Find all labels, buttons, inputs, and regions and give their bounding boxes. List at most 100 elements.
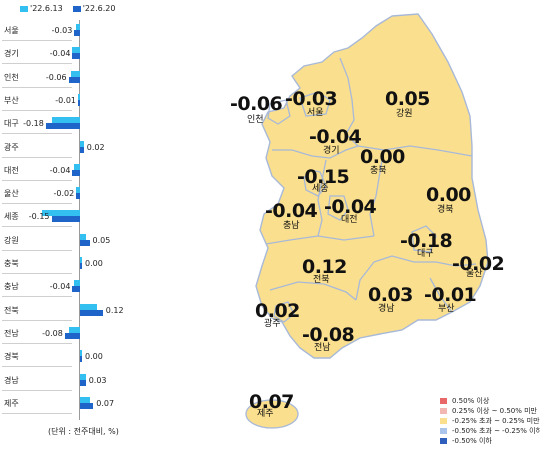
bar-region-label: 경북 — [4, 352, 19, 362]
map-legend-swatch — [440, 438, 447, 444]
bar-series1 — [72, 47, 80, 54]
bar-value-label: -0.01 — [55, 95, 76, 105]
bar-series1 — [80, 373, 86, 380]
border-gwangju — [273, 301, 295, 323]
map-region-name: 서울 — [307, 108, 324, 118]
map-region-value: -0.06 — [230, 93, 283, 115]
border-chungbuk-chungnam — [317, 159, 327, 237]
bar-value-label: -0.08 — [42, 328, 63, 338]
bar-series2 — [64, 332, 80, 339]
map-region-name: 세종 — [312, 184, 329, 194]
legend-swatch-series1 — [20, 5, 28, 12]
mainland — [255, 13, 489, 359]
map-region-name: 경기 — [323, 146, 340, 156]
map-legend-label: 0.25% 이상 ~ 0.50% 미만 — [452, 407, 538, 415]
bar-region-label: 대전 — [4, 165, 19, 175]
bar-region-label: 전남 — [4, 328, 19, 338]
bar-region-label: 부산 — [4, 95, 19, 105]
bar-value-label: 0.02 — [86, 142, 105, 152]
bar-series2 — [80, 379, 86, 386]
border-gyeongbuk-gyeongnam — [355, 255, 477, 301]
row-separator — [2, 133, 72, 135]
row-separator — [2, 319, 72, 321]
bar-series2 — [72, 286, 80, 293]
bar-series1 — [74, 280, 80, 287]
map-region-name: 경남 — [378, 304, 395, 314]
border-gangwon-south — [357, 145, 473, 157]
map-region-value: -0.08 — [302, 324, 355, 346]
bar-series2 — [68, 76, 80, 83]
bar-series2 — [80, 146, 84, 153]
bar-region-label: 대구 — [4, 119, 19, 129]
border-sejong — [303, 169, 327, 197]
bar-series2 — [45, 123, 80, 130]
legend-item-series1: '22.6.13 — [20, 4, 63, 13]
row-separator — [2, 296, 72, 298]
map-region-value: 0.05 — [385, 88, 430, 110]
map-region-value: -0.04 — [309, 126, 362, 148]
map-region-name: 인천 — [247, 115, 264, 125]
bar-series1 — [80, 350, 82, 357]
map-legend-swatch — [440, 398, 447, 404]
row-separator — [2, 63, 72, 65]
bar-region-label: 충북 — [4, 259, 19, 268]
map-legend-label: -0.25% 초과 ~ 0.25% 미만 — [452, 417, 540, 425]
map-region-value: -0.18 — [400, 230, 453, 252]
bar-legend: '22.6.13 '22.6.20 — [20, 4, 115, 13]
map-region-name: 경북 — [437, 205, 454, 215]
bar-series1 — [51, 117, 80, 124]
bar-region-label: 서울 — [4, 26, 19, 35]
bar-series1 — [74, 163, 80, 170]
map-legend-label: -0.50% 초과 ~ -0.25% 이하 — [452, 427, 540, 435]
bar-value-label: 0.07 — [96, 398, 115, 408]
bar-region-label: 경기 — [4, 49, 19, 59]
border-seoul — [299, 91, 331, 117]
bar-value-label: -0.04 — [49, 282, 71, 292]
row-separator — [2, 366, 72, 368]
bar-value-label: 0.03 — [88, 375, 107, 385]
bar-series1 — [80, 396, 90, 403]
province-borders — [265, 57, 477, 323]
map-region-value: 0.12 — [302, 256, 347, 278]
map-legend-item: -0.50% 이하 — [440, 436, 492, 446]
border-chungbuk-gyeongbuk — [369, 149, 385, 237]
bar-value-label: -0.18 — [23, 119, 44, 129]
map-region-value: 0.03 — [368, 284, 413, 306]
bar-value-label: -0.15 — [28, 212, 50, 222]
bar-region-label: 인천 — [4, 72, 19, 82]
bar-series1 — [80, 233, 86, 240]
bar-series1 — [68, 326, 80, 333]
row-separator — [2, 226, 72, 228]
bar-value-label: 0.00 — [85, 259, 103, 268]
bar-value-label: -0.06 — [45, 72, 67, 82]
map-region-name: 강원 — [396, 109, 413, 119]
map-region-value: -0.01 — [424, 284, 477, 306]
map-legend-item: -0.25% 초과 ~ 0.25% 미만 — [440, 416, 540, 426]
row-separator — [2, 109, 72, 111]
bar-series2 — [80, 309, 103, 316]
bar-value-label: -0.03 — [51, 26, 73, 35]
row-separator — [2, 249, 72, 251]
legend-label-series1: '22.6.13 — [30, 4, 63, 13]
row-separator — [2, 273, 72, 274]
bar-region-label: 전북 — [4, 305, 19, 315]
map-region-name: 울산 — [466, 269, 483, 279]
bar-value-label: -0.02 — [53, 189, 75, 199]
bar-region-label: 강원 — [4, 235, 19, 245]
legend-swatch-series2 — [72, 5, 81, 12]
bar-series2 — [74, 30, 80, 36]
map-region-value: -0.04 — [324, 196, 377, 218]
bar-series2 — [72, 169, 80, 176]
bar-series1 — [76, 187, 80, 194]
bar-region-label: 제주 — [4, 398, 19, 408]
row-separator — [2, 86, 72, 88]
bar-series2 — [78, 99, 80, 106]
legend-item-series2: '22.6.20 — [72, 4, 116, 13]
map-legend-item: -0.50% 초과 ~ -0.25% 이하 — [440, 426, 540, 436]
legend-label-series2: '22.6.20 — [82, 4, 116, 13]
map-region-value: 0.02 — [255, 300, 300, 322]
mainland-shape — [255, 13, 489, 359]
bar-region-label: 경남 — [4, 375, 19, 385]
bar-value-label: 0.05 — [92, 235, 111, 245]
